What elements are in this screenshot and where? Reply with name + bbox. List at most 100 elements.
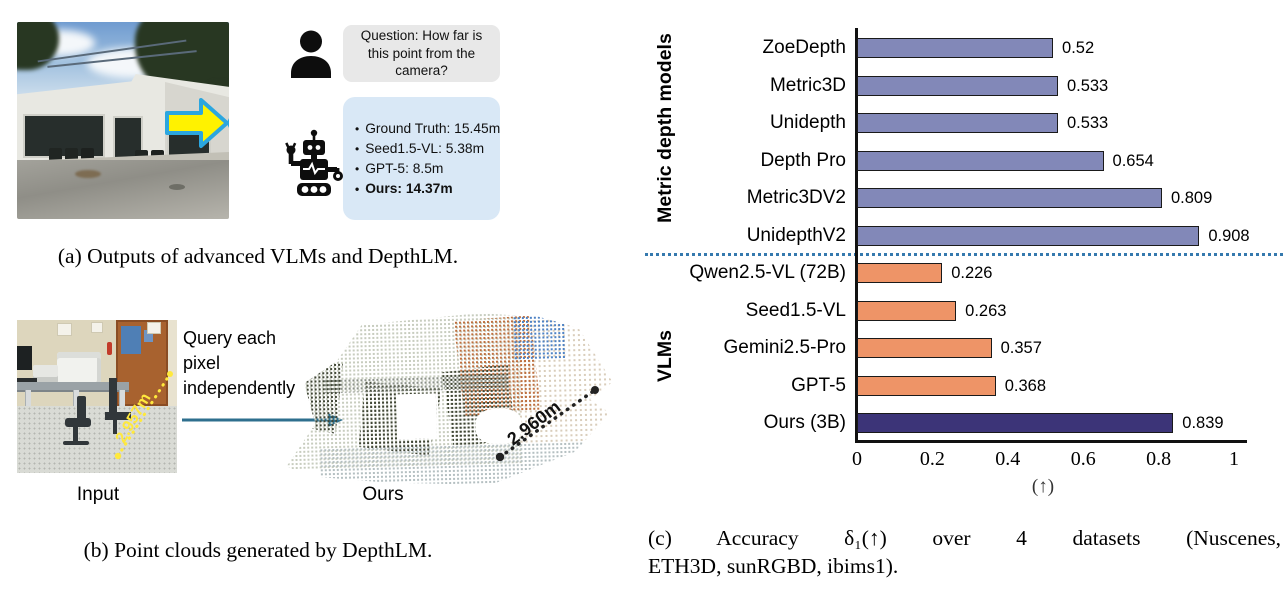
x-axis-arrow-label: (↑) bbox=[1031, 476, 1055, 497]
floor bbox=[17, 406, 177, 473]
bar-category-label: GPT-5 bbox=[791, 374, 846, 396]
wall-notice bbox=[57, 323, 72, 336]
answer-text: Ours: 14.37m bbox=[365, 181, 453, 196]
bullet: • bbox=[355, 122, 360, 136]
caption-c-line2: ETH3D, sunRGBD, ibims1). bbox=[648, 554, 899, 578]
bar-value-label: 0.52 bbox=[1062, 39, 1095, 57]
bar-vlm bbox=[857, 263, 943, 283]
fire-extinguisher bbox=[107, 342, 112, 355]
chair-base bbox=[63, 441, 89, 445]
question-text: Question: How far is this point from the… bbox=[360, 27, 483, 79]
bar-vlm bbox=[857, 375, 996, 396]
bar-category-label: UnidepthV2 bbox=[746, 224, 846, 246]
output-measurement-label: 2.960m bbox=[503, 396, 564, 449]
bar-vlm bbox=[857, 338, 992, 358]
wall bbox=[167, 320, 177, 406]
manhole-cover bbox=[169, 184, 185, 190]
bar-metric bbox=[857, 188, 1162, 208]
bar-category-label: Metric3D bbox=[769, 74, 846, 96]
bar-category-label: Seed1.5-VL bbox=[745, 299, 846, 321]
group-separator-line bbox=[645, 253, 1283, 256]
door-poster bbox=[144, 330, 153, 342]
chair-seat bbox=[65, 418, 91, 427]
x-axis-line bbox=[855, 440, 1247, 443]
x-tick-label: 0 bbox=[852, 448, 862, 470]
answer-item: • Seed1.5-VL: 5.38m bbox=[355, 141, 494, 156]
bar-ours bbox=[857, 413, 1174, 433]
bullet: • bbox=[355, 162, 360, 176]
point-arrow-icon bbox=[165, 98, 229, 148]
answer-item: • Ours: 14.37m bbox=[355, 181, 494, 196]
bar-value-label: 0.368 bbox=[1004, 376, 1047, 395]
wall-notice bbox=[147, 322, 161, 334]
input-label: Input bbox=[76, 484, 120, 505]
caption-c-line1: (c) Accuracy δ₁(↑) over 4 datasets (Nusc… bbox=[648, 526, 1281, 550]
flow-arrow-text: Query each pixel independently bbox=[183, 328, 296, 398]
bar-category-label: Qwen2.5-VL (72B) bbox=[689, 262, 846, 283]
question-bubble: Question: How far is this point from the… bbox=[343, 25, 500, 82]
x-tick-label: 0.4 bbox=[995, 448, 1021, 470]
input-measure-overlay: 2.957m bbox=[113, 371, 173, 460]
door-poster bbox=[121, 326, 141, 354]
group-label-vlms: VLMs bbox=[654, 330, 676, 383]
bar-value-label: 0.357 bbox=[1000, 339, 1042, 357]
x-tick-label: 0.8 bbox=[1146, 448, 1172, 470]
chair2-seat bbox=[105, 412, 131, 420]
output-measure-overlay: 2.960m bbox=[495, 386, 599, 462]
input-photo: 2.957m bbox=[17, 320, 177, 473]
bar-category-label: Ours (3B) bbox=[763, 412, 846, 433]
bar-metric bbox=[857, 150, 1104, 171]
chair-post bbox=[73, 427, 78, 443]
bar-category-label: Depth Pro bbox=[760, 149, 846, 171]
answer-text: GPT-5: 8.5m bbox=[365, 161, 444, 176]
caption-c: (c) Accuracy δ₁(↑) over 4 datasets (Nusc… bbox=[648, 524, 1281, 580]
chair2-back bbox=[109, 378, 117, 414]
dirt-patch bbox=[75, 170, 101, 178]
bar-value-label: 0.654 bbox=[1112, 151, 1154, 170]
bar-metric bbox=[857, 225, 1200, 246]
bar-category-label: ZoeDepth bbox=[762, 37, 846, 58]
chair2-leg bbox=[113, 420, 117, 434]
bullet: • bbox=[355, 182, 360, 196]
road bbox=[17, 160, 229, 219]
street-photo bbox=[17, 22, 229, 219]
plot-area: ZoeDepth 0.52 Metric3D 0.533 Unidepth 0.533 De… bbox=[640, 28, 1285, 443]
answer-text: Ground Truth: 15.45m bbox=[365, 121, 501, 136]
storefront-window bbox=[23, 114, 105, 158]
bar-value-label: 0.809 bbox=[1170, 189, 1213, 207]
bar-value-label: 0.839 bbox=[1182, 414, 1224, 432]
bar-value-label: 0.908 bbox=[1208, 226, 1250, 245]
x-tick-label: 1 bbox=[1229, 448, 1239, 470]
caption-b: (b) Point clouds generated by DepthLM. bbox=[83, 538, 433, 562]
robot-icon bbox=[285, 129, 343, 196]
group-label-metric: Metric depth models bbox=[654, 33, 676, 223]
monitor bbox=[17, 346, 32, 370]
bar-value-label: 0.533 bbox=[1066, 114, 1109, 132]
wall-notice bbox=[91, 322, 103, 333]
cloud-region-blue-posters bbox=[512, 311, 566, 361]
answer-item: • GPT-5: 8.5m bbox=[355, 161, 494, 176]
bar-metric bbox=[857, 113, 1058, 133]
bar-value-label: 0.226 bbox=[951, 264, 993, 282]
bar-vlm bbox=[857, 300, 957, 321]
person-icon bbox=[291, 30, 331, 78]
y-axis-line bbox=[855, 28, 858, 442]
caption-a: (a) Outputs of advanced VLMs and DepthLM… bbox=[57, 244, 459, 268]
bar-value-label: 0.263 bbox=[965, 301, 1007, 320]
answer-item: • Ground Truth: 15.45m bbox=[355, 121, 500, 136]
answer-bubble: • Ground Truth: 15.45m • Seed1.5-VL: 5.3… bbox=[343, 97, 500, 220]
output-label: Ours bbox=[362, 484, 404, 505]
desk bbox=[17, 382, 129, 390]
bar-metric bbox=[857, 38, 1054, 58]
bullet: • bbox=[355, 142, 360, 156]
keyboard bbox=[17, 378, 37, 383]
bar-value-label: 0.533 bbox=[1066, 76, 1109, 95]
bar-category-label: Gemini2.5-Pro bbox=[723, 337, 847, 358]
bar-metric bbox=[857, 75, 1058, 96]
x-tick-label: 0.6 bbox=[1070, 448, 1096, 470]
printer bbox=[33, 365, 58, 383]
bar-category-label: Metric3DV2 bbox=[746, 187, 846, 208]
x-tick-label: 0.2 bbox=[919, 448, 945, 470]
bar-chart-panel: ZoeDepth 0.52 Metric3D 0.533 Unidepth 0.533 De… bbox=[640, 0, 1285, 603]
